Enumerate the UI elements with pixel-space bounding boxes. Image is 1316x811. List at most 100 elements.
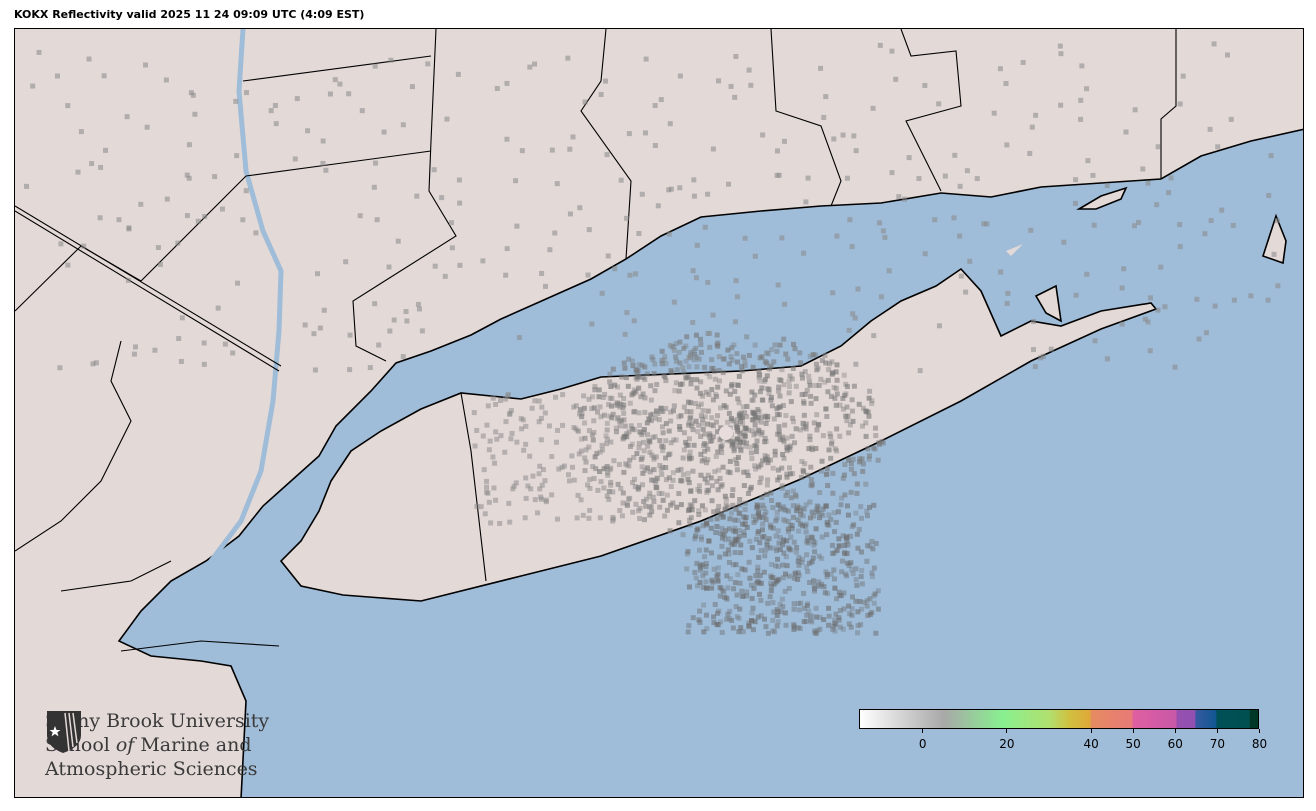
radar-pixel [1073, 292, 1079, 298]
radar-pixel [785, 356, 791, 362]
radar-pixel [754, 505, 760, 511]
radar-pixel [1275, 283, 1281, 289]
radar-pixel [776, 404, 782, 410]
radar-pixel [650, 411, 656, 417]
radar-pixel [720, 531, 726, 537]
radar-pixel [757, 580, 763, 586]
radar-pixel [815, 504, 821, 510]
radar-pixel [799, 560, 805, 566]
radar-pixel [757, 378, 763, 384]
radar-pixel [691, 347, 697, 353]
radar-pixel [192, 111, 198, 117]
radar-pixel [514, 223, 520, 229]
radar-pixel [796, 572, 802, 578]
radar-pixel [749, 456, 755, 462]
radar-pixel [806, 560, 812, 566]
radar-pixel [772, 452, 778, 458]
radar-pixel [828, 434, 834, 440]
radar-pixel [649, 509, 655, 515]
radar-pixel [759, 527, 765, 533]
radar-pixel [702, 554, 708, 560]
radar-pixel [805, 569, 811, 575]
radar-pixel [784, 444, 790, 450]
radar-pixel [1121, 266, 1127, 272]
radar-pixel [640, 375, 646, 381]
radar-pixel [660, 497, 666, 503]
radar-pixel [553, 394, 559, 400]
radar-pixel [758, 419, 764, 425]
radar-pixel [641, 427, 647, 433]
radar-pixel [752, 443, 758, 449]
radar-pixel [853, 510, 859, 516]
radar-pixel [503, 396, 509, 402]
radar-pixel [527, 64, 533, 70]
radar-pixel [991, 110, 997, 116]
radar-pixel [596, 394, 602, 400]
radar-pixel [735, 517, 741, 523]
radar-pixel [784, 563, 790, 569]
radar-pixel [1225, 52, 1231, 58]
radar-pixel [773, 545, 779, 551]
radar-pixel [709, 415, 715, 421]
radar-pixel [552, 230, 558, 236]
radar-pixel [58, 241, 64, 247]
radar-pixel [896, 194, 902, 200]
radar-pixel [1092, 338, 1098, 344]
radar-pixel [791, 575, 797, 581]
radar-pixel [752, 619, 758, 625]
radar-pixel [612, 382, 618, 388]
radar-pixel [764, 454, 770, 460]
radar-pixel [509, 430, 515, 436]
radar-pixel [782, 507, 788, 513]
radar-pixel [748, 82, 754, 88]
colorbar-tick [1216, 729, 1218, 733]
radar-pixel [783, 622, 789, 628]
radar-pixel [957, 233, 963, 239]
radar-pixel [619, 513, 625, 519]
radar-pixel [781, 455, 787, 461]
radar-pixel [591, 418, 597, 424]
radar-pixel [494, 85, 500, 91]
radar-pixel [731, 528, 737, 534]
radar-pixel [801, 605, 807, 611]
radar-pixel [614, 384, 620, 390]
radar-pixel [859, 606, 865, 612]
radar-pixel [732, 580, 738, 586]
radar-pixel [608, 482, 614, 488]
radar-pixel [801, 590, 807, 596]
radar-pixel [233, 98, 239, 104]
radar-pixel [538, 437, 544, 443]
radar-pixel [840, 533, 846, 539]
radar-pixel [1079, 63, 1085, 69]
radar-pixel [724, 573, 730, 579]
radar-pixel [811, 578, 817, 584]
radar-pixel [762, 414, 768, 420]
radar-pixel [824, 532, 830, 538]
radar-pixel [689, 423, 695, 429]
radar-pixel [781, 138, 787, 144]
radar-pixel [765, 600, 771, 606]
radar-pixel [768, 363, 774, 369]
radar-pixel [685, 442, 691, 448]
radar-pixel [832, 529, 838, 535]
radar-pixel [732, 94, 738, 100]
radar-pixel [736, 615, 742, 621]
radar-pixel [697, 565, 703, 571]
radar-pixel [873, 630, 879, 636]
radar-pixel [833, 369, 839, 375]
radar-pixel [721, 532, 727, 538]
radar-pixel [740, 521, 746, 527]
radar-pixel [800, 420, 806, 426]
radar-map[interactable]: Stony Brook University School of Marine an… [14, 28, 1304, 798]
radar-pixel [687, 415, 693, 421]
radar-pixel [786, 465, 792, 471]
radar-pixel [792, 346, 798, 352]
radar-pixel [816, 553, 822, 559]
radar-pixel [872, 591, 878, 597]
radar-pixel [764, 491, 770, 497]
radar-pixel [683, 375, 689, 381]
radar-pixel [762, 553, 768, 559]
radar-pixel [523, 495, 529, 501]
radar-pixel [746, 620, 752, 626]
radar-pixel [253, 230, 259, 236]
